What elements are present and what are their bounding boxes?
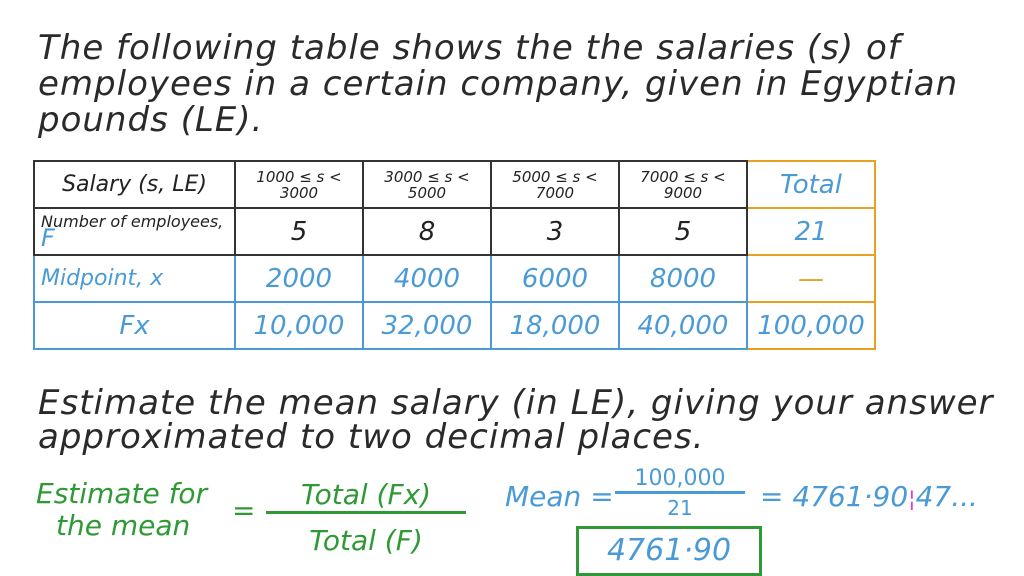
header-class: 3000 ≤ s < 5000 xyxy=(362,160,492,209)
table-row: Fx 10,000 32,000 18,000 40,000 100,000 xyxy=(33,301,876,350)
mean-numerator: 100,000 xyxy=(615,466,745,494)
cell: 8 xyxy=(362,207,492,256)
cell: 3 xyxy=(490,207,620,256)
question-line-3: pounds (LE). xyxy=(38,100,264,140)
header-class: 5000 ≤ s < 7000 xyxy=(490,160,620,209)
cell: 5 xyxy=(234,207,364,256)
cell: 40,000 xyxy=(618,301,748,350)
cell: 4000 xyxy=(362,254,492,303)
mean-denominator: 21 xyxy=(667,496,693,520)
row-label-midpoint: Midpoint, x xyxy=(33,254,236,303)
final-answer-box: 4761·90 xyxy=(576,526,762,576)
estimate-label-line: the mean xyxy=(56,509,191,542)
result-digits: = 4761·90 xyxy=(760,480,909,513)
estimate-label-line: Estimate for xyxy=(36,477,208,510)
header-class: 7000 ≤ s < 9000 xyxy=(618,160,748,209)
row-label-frequency: Number of employees, F xyxy=(33,207,236,256)
formula-denominator: Total (F) xyxy=(309,524,423,557)
cell: 2000 xyxy=(234,254,364,303)
table-row: Salary (s, LE) 1000 ≤ s < 3000 3000 ≤ s … xyxy=(33,160,876,209)
cell: 10,000 xyxy=(234,301,364,350)
mean-result: = 4761·90¦47... xyxy=(760,480,978,513)
result-remaining-digits: 47... xyxy=(915,480,978,513)
question-line-1: The following table shows the the salari… xyxy=(38,28,901,68)
salary-table: Salary (s, LE) 1000 ≤ s < 3000 3000 ≤ s … xyxy=(33,160,876,350)
rounding-mark: ¦ xyxy=(908,487,916,512)
total-frequency: 21 xyxy=(746,207,876,256)
equals-sign: = xyxy=(232,494,256,527)
total-fx: 100,000 xyxy=(746,301,876,350)
table-row: Midpoint, x 2000 4000 6000 8000 — xyxy=(33,254,876,303)
cell: 6000 xyxy=(490,254,620,303)
header-class: 1000 ≤ s < 3000 xyxy=(234,160,364,209)
prompt-line-2: approximated to two decimal places. xyxy=(38,417,705,457)
cell: 18,000 xyxy=(490,301,620,350)
prompt-line-1: Estimate the mean salary (in LE), giving… xyxy=(38,383,994,423)
header-total: Total xyxy=(746,160,876,209)
mean-label: Mean = xyxy=(505,480,614,513)
formula-numerator: Total (Fx) xyxy=(266,478,466,514)
cell: 8000 xyxy=(618,254,748,303)
label-f: F xyxy=(41,224,55,252)
header-salary: Salary (s, LE) xyxy=(33,160,236,209)
estimate-label: Estimate for the mean xyxy=(36,478,207,542)
label-text: Number of employees, xyxy=(41,212,224,231)
row-label-fx: Fx xyxy=(33,301,236,350)
cell: 32,000 xyxy=(362,301,492,350)
total-midpoint: — xyxy=(746,254,876,303)
table-row: Number of employees, F 5 8 3 5 21 xyxy=(33,207,876,256)
question-line-2: employees in a certain company, given in… xyxy=(38,64,959,104)
cell: 5 xyxy=(618,207,748,256)
